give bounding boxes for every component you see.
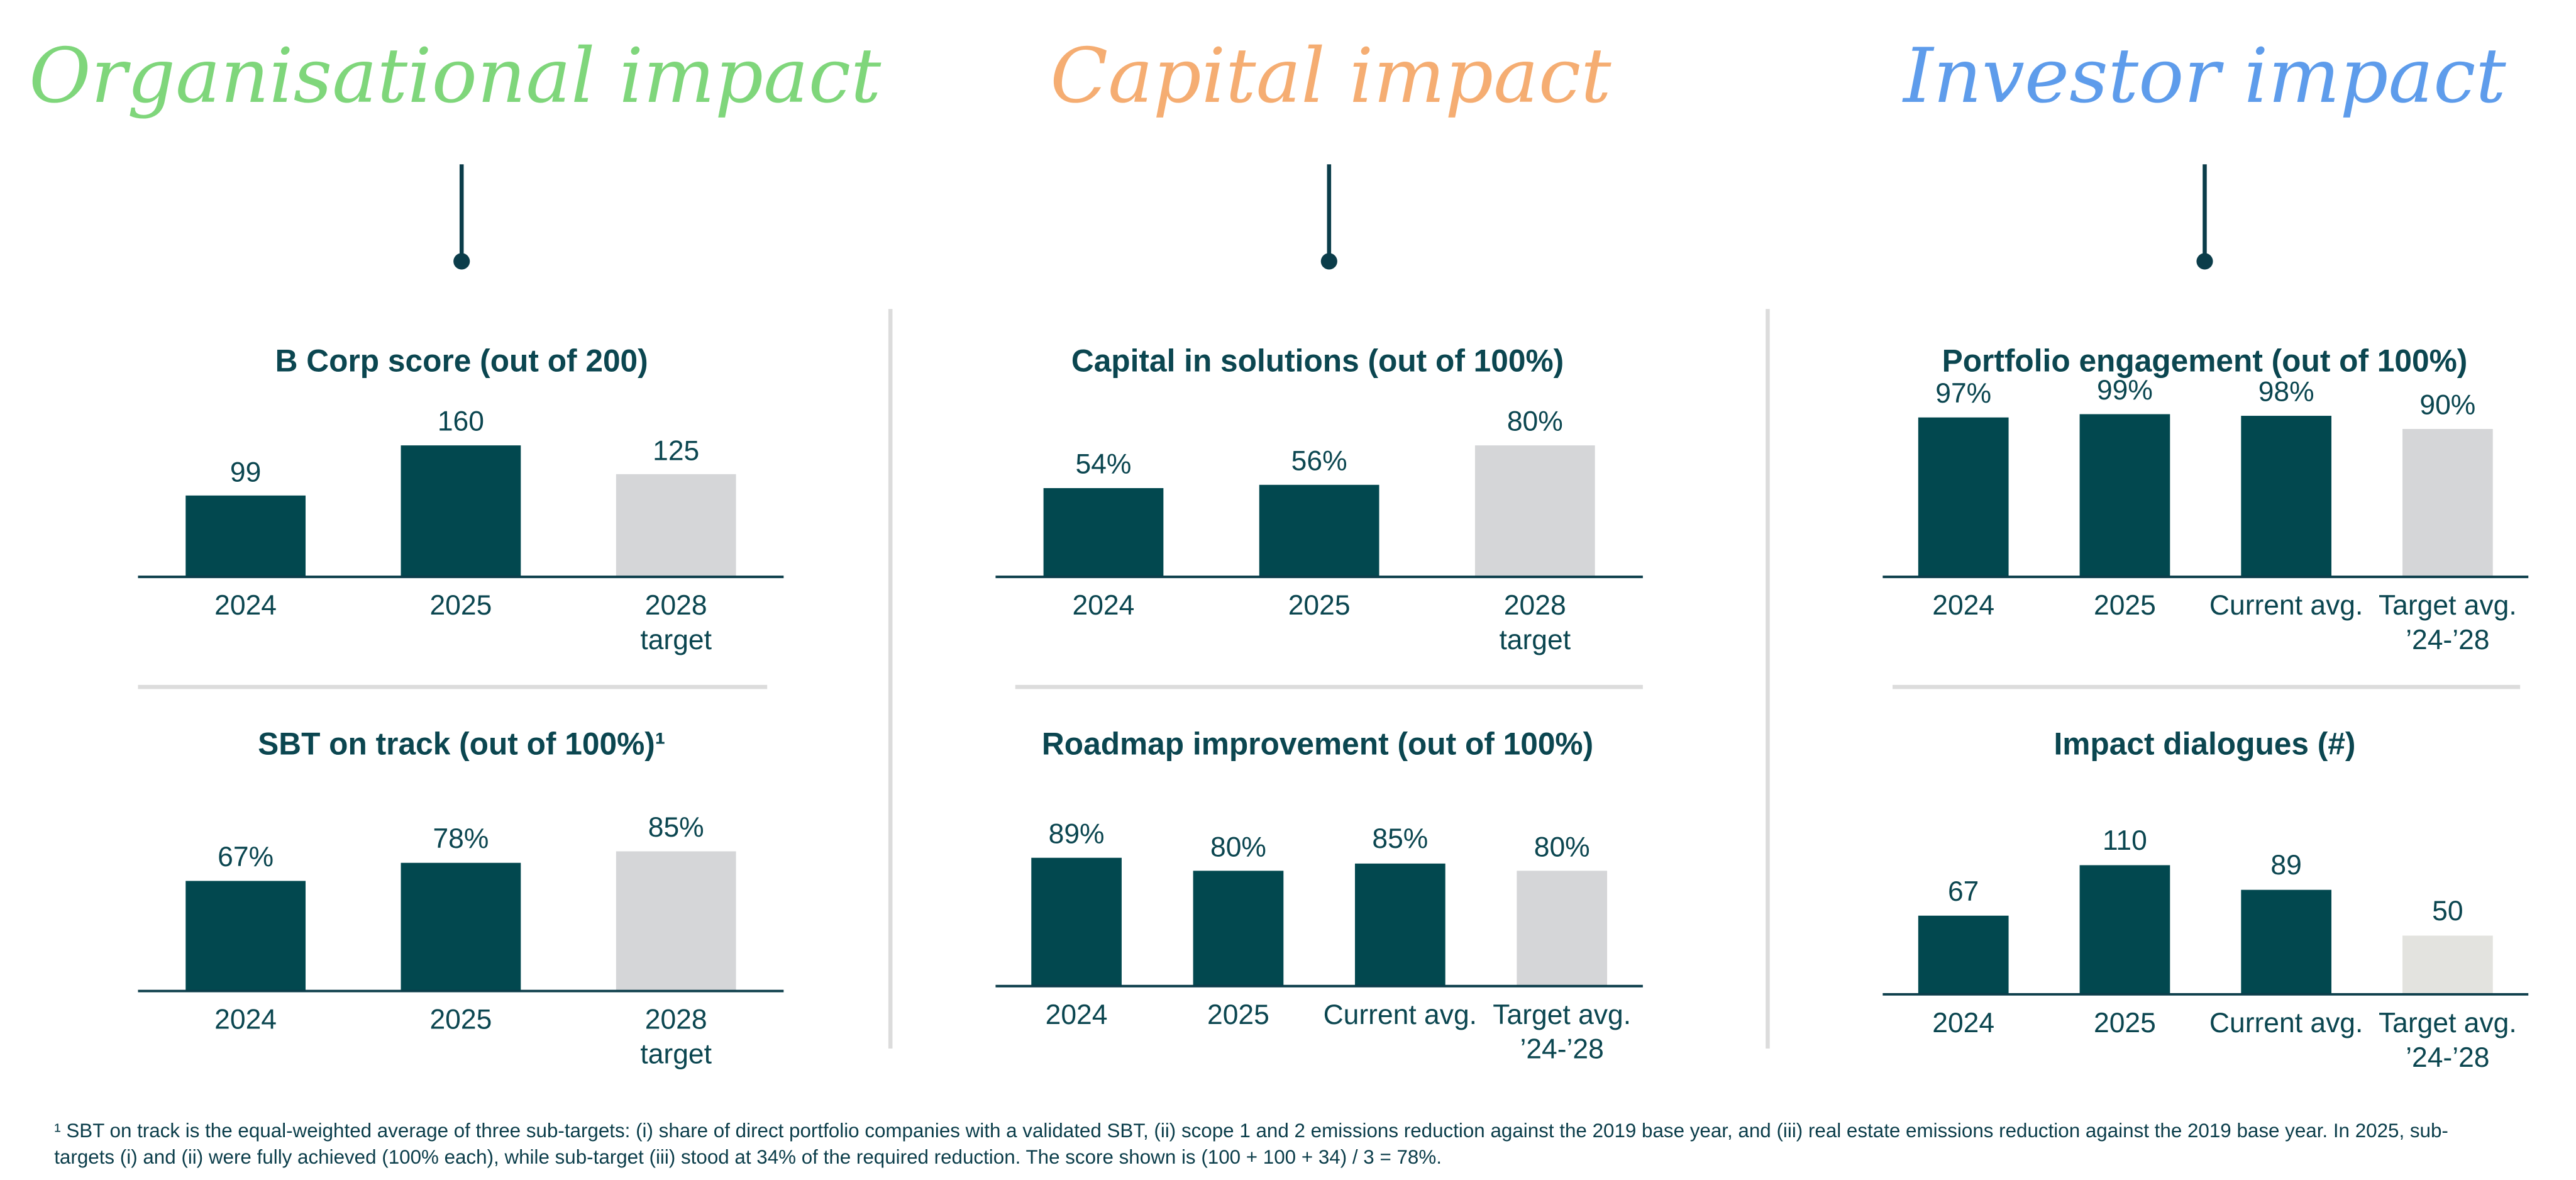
connectors (453, 164, 2213, 270)
category-label: 2024 (1932, 590, 1995, 621)
footnote: ¹ SBT on track is the equal-weighted ave… (54, 1119, 2448, 1169)
value-label: 80% (1210, 831, 1266, 863)
category-label: 2028 target (640, 1004, 712, 1070)
value-label: 99% (2096, 374, 2153, 406)
bar (1043, 488, 1164, 577)
value-label: 80% (1534, 831, 1590, 863)
value-label: 54% (1075, 448, 1132, 480)
category-label: Current avg. (2209, 1007, 2363, 1039)
value-label: 67 (1947, 876, 1979, 908)
bar (1918, 915, 2009, 994)
category-label: 2025 (429, 590, 492, 621)
bar (401, 862, 521, 991)
category-label: 2028 target (1499, 590, 1571, 656)
category-label: Current avg. (2209, 590, 2363, 621)
heading: Capital impact (1050, 31, 1611, 120)
value-label: 85% (648, 811, 704, 843)
chart-title: Impact dialogues (#) (2054, 728, 2356, 763)
category-label: Target avg. ’24-’28 (1493, 999, 1632, 1066)
category-label: Target avg. ’24-’28 (2378, 1007, 2517, 1074)
value-label: 90% (2419, 389, 2476, 421)
value-label: 89 (2270, 850, 2302, 882)
bar (1918, 417, 2009, 577)
category-label: 2024 (1045, 999, 1108, 1031)
category-label: Current avg. (1323, 999, 1478, 1031)
value-label: 99 (229, 456, 262, 487)
chart-title: SBT on track (out of 100%)¹ (258, 728, 666, 763)
category-label: 2024 (1932, 1007, 1995, 1039)
bar (1354, 863, 1446, 986)
bar (185, 881, 306, 991)
heading: Investor impact (1903, 31, 2506, 120)
category-label: 2024 (214, 590, 277, 621)
category-label: 2024 (1072, 590, 1135, 621)
value-label: 67% (218, 841, 274, 873)
connector-dot (2196, 253, 2213, 270)
category-label: 2028 target (640, 590, 712, 656)
connector-dot (1320, 253, 1337, 270)
bar (2241, 416, 2332, 577)
bar (1259, 484, 1379, 577)
bar (2402, 935, 2493, 994)
chart-title: Roadmap improvement (out of 100%) (1041, 728, 1594, 763)
value-label: 125 (653, 435, 700, 466)
bar (2079, 414, 2170, 577)
value-label: 80% (1506, 406, 1563, 438)
bar (2241, 889, 2332, 994)
value-label: 85% (1372, 824, 1429, 855)
value-label: 89% (1048, 818, 1105, 850)
category-label: 2025 (2093, 590, 2156, 621)
connector-dot (453, 253, 470, 270)
bar (401, 445, 521, 577)
value-label: 50 (2432, 896, 2463, 928)
separators (138, 309, 2521, 1049)
chart-title: Portfolio engagement (out of 100%) (1942, 345, 2468, 380)
bar (1517, 871, 1608, 986)
category-label: 2025 (429, 1004, 492, 1036)
bar (616, 474, 736, 577)
chart-title: Capital in solutions (out of 100%) (1071, 345, 1564, 380)
value-label: 56% (1291, 445, 1347, 477)
category-label: 2025 (1288, 590, 1351, 621)
value-label: 160 (437, 406, 484, 438)
heading: Organisational impact (29, 31, 882, 120)
bar (2079, 865, 2170, 994)
value-label: 97% (1935, 377, 1992, 409)
bar (1193, 871, 1284, 986)
value-label: 98% (2258, 376, 2314, 408)
category-label: Target avg. ’24-’28 (2378, 590, 2517, 656)
bar (616, 851, 736, 991)
category-label: 2025 (1207, 999, 1269, 1031)
bar (185, 495, 306, 577)
bar (1474, 445, 1595, 577)
category-label: 2025 (2093, 1007, 2156, 1039)
bar (2402, 428, 2493, 577)
category-label: 2024 (214, 1004, 277, 1036)
value-label: 78% (433, 823, 489, 855)
chart-title: B Corp score (out of 200) (275, 345, 648, 380)
value-label: 110 (2102, 825, 2147, 857)
bar (1031, 857, 1122, 986)
